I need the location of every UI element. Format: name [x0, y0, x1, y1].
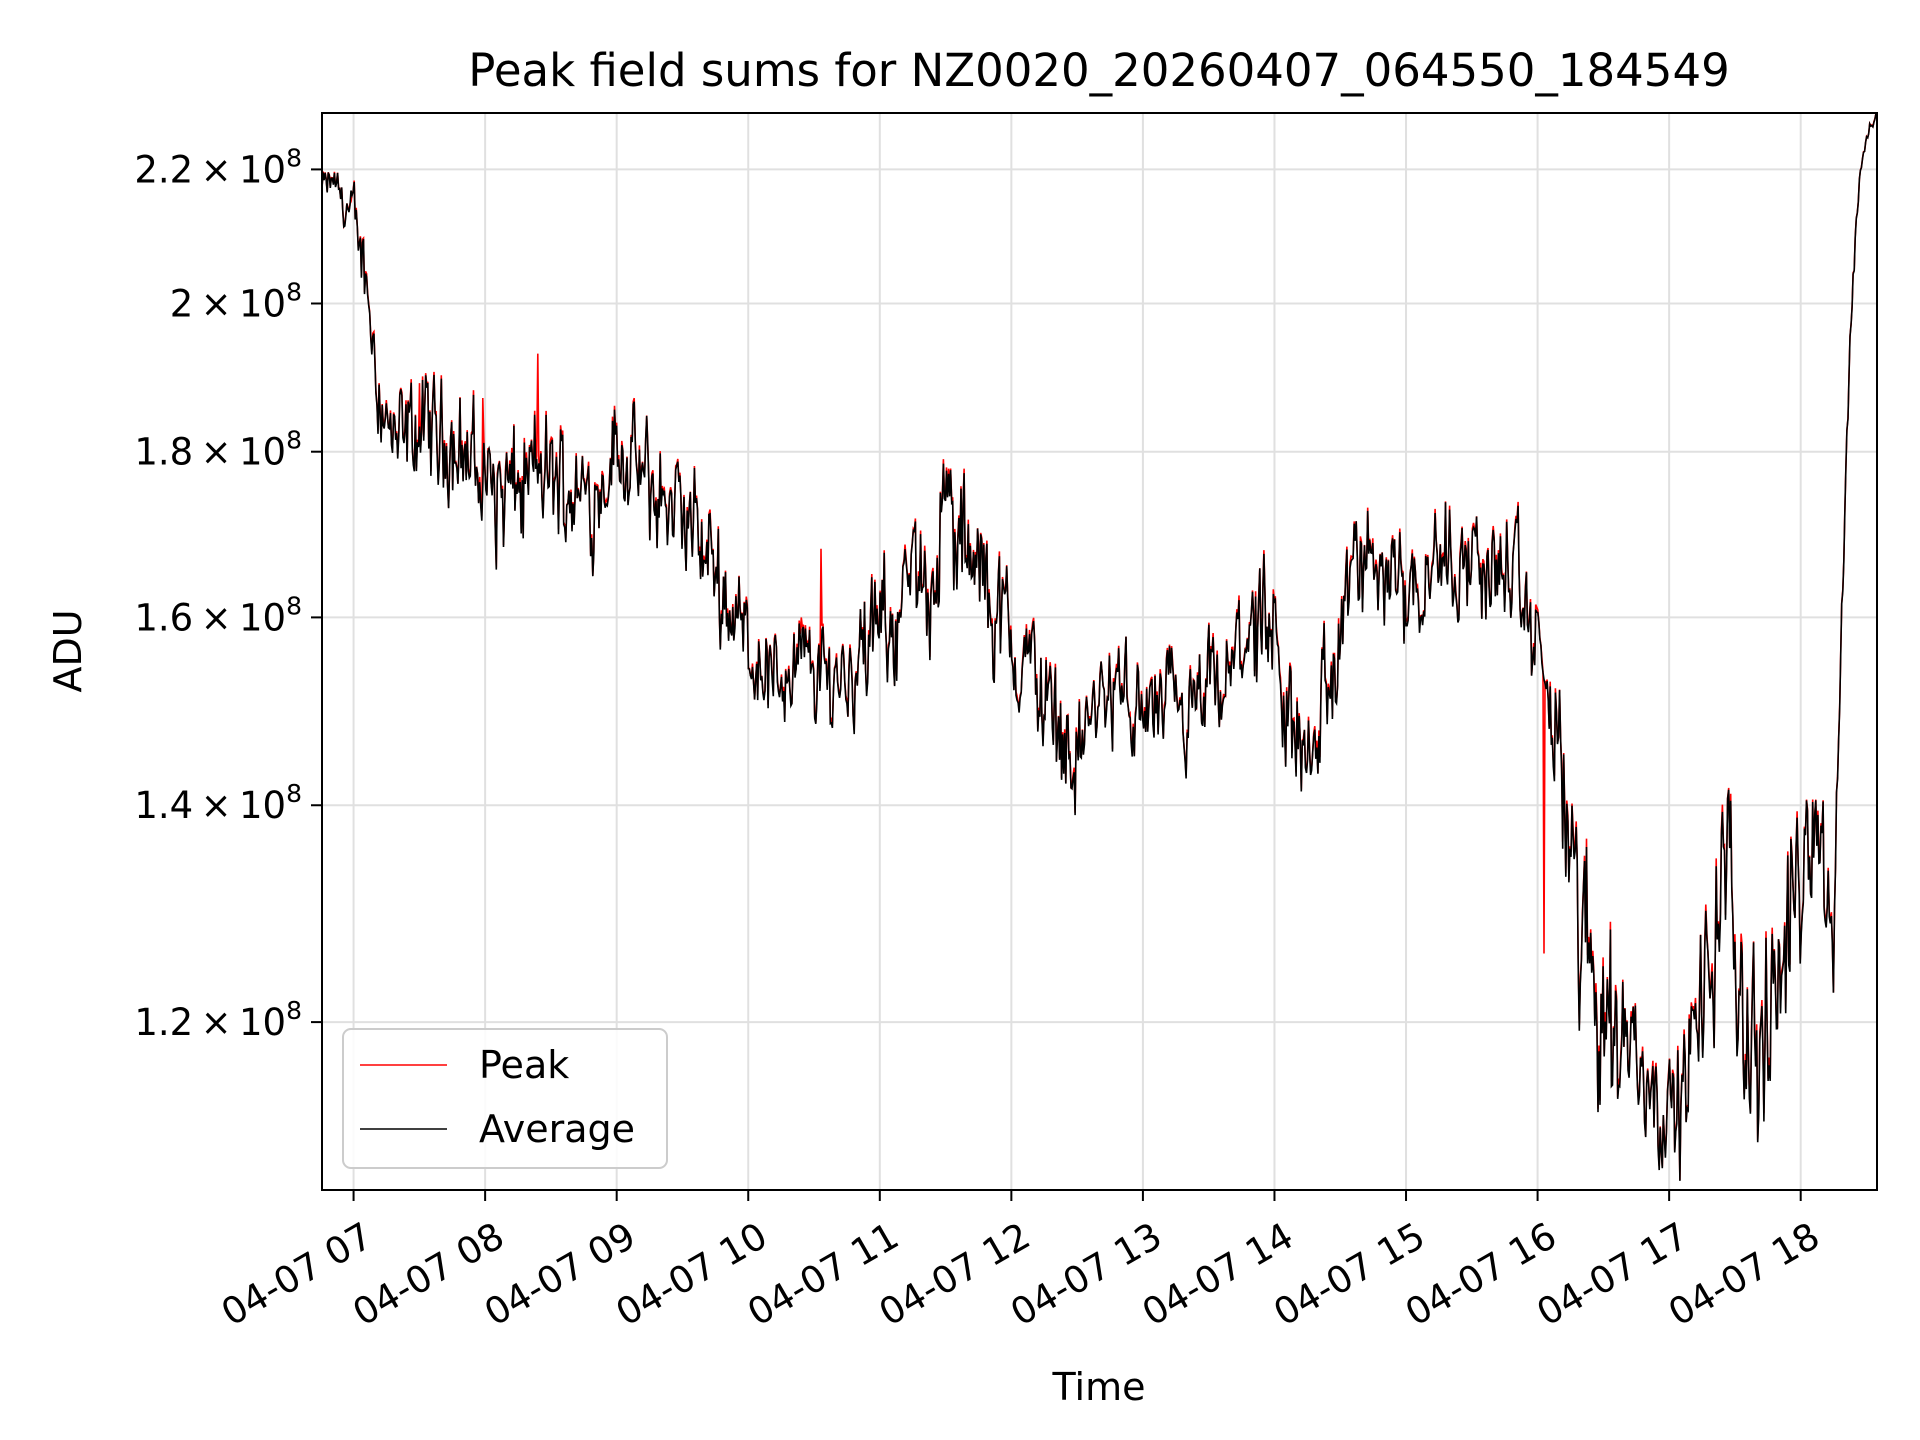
x-tick-label: 04-07 16 [1398, 1214, 1564, 1334]
y-tick-label: 1.4 × 108 [134, 779, 302, 827]
x-tick-label: 04-07 09 [477, 1214, 643, 1334]
y-tick-label: 2.2 × 108 [134, 143, 302, 191]
y-tick-label: 1.6 × 108 [134, 591, 302, 639]
y-tick-label: 1.2 × 108 [134, 996, 302, 1044]
y-tick-label: 2 × 108 [170, 277, 302, 325]
plot-frame [321, 112, 1878, 1191]
series-average-line [322, 113, 1877, 1181]
legend-average-label: Average [479, 1107, 635, 1151]
legend: Peak Average [342, 1028, 668, 1169]
x-tick-label: 04-07 12 [872, 1214, 1038, 1334]
x-tick-label: 04-07 17 [1530, 1214, 1696, 1334]
legend-box [342, 1028, 668, 1169]
y-axis: 1.2 × 108 1.4 × 108 1.6 × 108 1.8 × 108 2 × … [134, 143, 322, 1044]
series-peak-line [322, 113, 1877, 1181]
x-tick-label: 04-07 15 [1267, 1214, 1433, 1334]
legend-peak-label: Peak [479, 1043, 569, 1087]
chart-title: Peak field sums for NZ0020_20260407_0645… [468, 44, 1729, 97]
x-tick-label: 04-07 11 [740, 1214, 906, 1334]
series-layer [322, 113, 1877, 1181]
x-tick-label: 04-07 10 [609, 1214, 775, 1334]
x-axis-label: Time [1052, 1365, 1146, 1409]
x-tick-label: 04-07 08 [346, 1214, 512, 1334]
x-tick-label: 04-07 07 [214, 1214, 380, 1334]
grid [322, 113, 1877, 1190]
x-tick-label: 04-07 14 [1135, 1214, 1301, 1334]
x-tick-label: 04-07 18 [1661, 1214, 1827, 1334]
y-tick-label: 1.8 × 108 [134, 426, 302, 474]
x-tick-label: 04-07 13 [1003, 1214, 1169, 1334]
y-axis-label: ADU [46, 609, 90, 692]
